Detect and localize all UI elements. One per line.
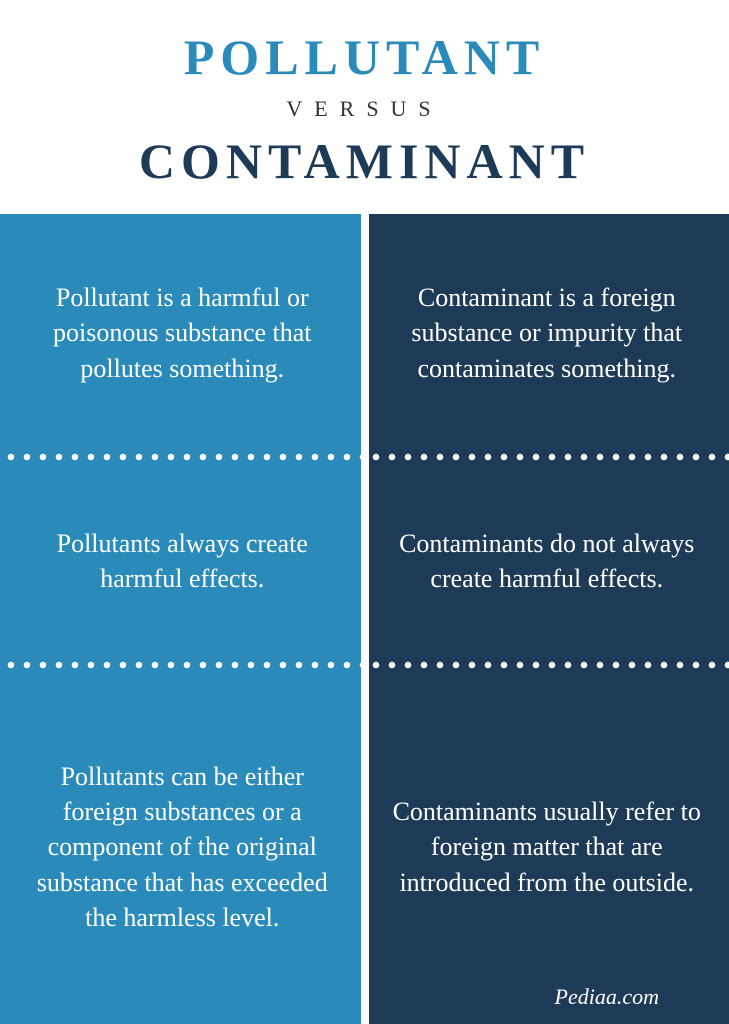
contaminant-definition: Contaminant is a foreign substance or im…	[365, 214, 729, 452]
header: POLLUTANT VERSUS CONTAMINANT	[0, 0, 729, 214]
pollutant-column: Pollutant is a harmful or poisonous subs…	[0, 214, 365, 1024]
title-contaminant: CONTAMINANT	[20, 132, 709, 190]
row-divider	[0, 660, 365, 670]
row-divider	[0, 452, 365, 462]
title-versus: VERSUS	[20, 96, 709, 122]
comparison-grid: Pollutant is a harmful or poisonous subs…	[0, 214, 729, 1024]
title-pollutant: POLLUTANT	[20, 28, 709, 86]
row-divider	[365, 660, 729, 670]
row-divider	[365, 452, 729, 462]
pollutant-source: Pollutants can be either foreign substan…	[0, 670, 365, 1024]
pollutant-definition: Pollutant is a harmful or poisonous subs…	[0, 214, 365, 452]
source-attribution: Pediaa.com	[555, 984, 659, 1010]
contaminant-effects: Contaminants do not always create harmfu…	[365, 462, 729, 660]
column-divider	[361, 214, 369, 1024]
infographic-container: POLLUTANT VERSUS CONTAMINANT Pollutant i…	[0, 0, 729, 1024]
contaminant-source: Contaminants usually refer to foreign ma…	[365, 670, 729, 1024]
pollutant-effects: Pollutants always create harmful effects…	[0, 462, 365, 660]
contaminant-column: Contaminant is a foreign substance or im…	[365, 214, 729, 1024]
